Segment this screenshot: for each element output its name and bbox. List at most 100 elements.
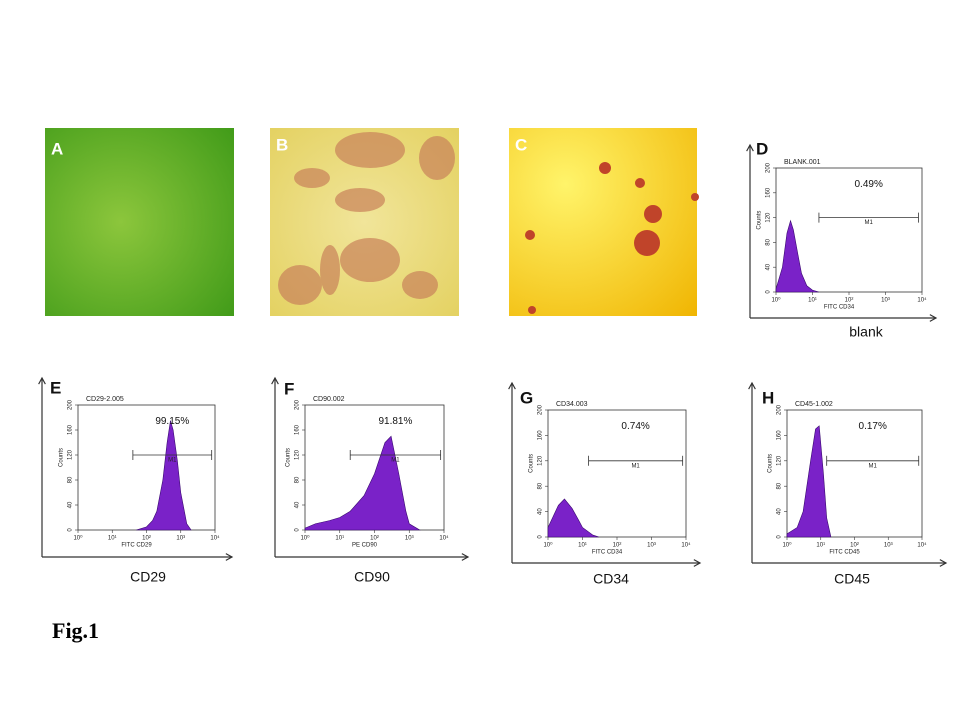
y-tick-label: 200 [777, 404, 783, 415]
panel-letter: A [51, 139, 63, 158]
arrow-head [746, 143, 754, 152]
percent: 99.15% [155, 416, 189, 427]
cells [278, 132, 455, 305]
x-tick-label: 10² [613, 543, 622, 549]
x-tick-label: 10¹ [578, 543, 587, 549]
gate-label: M1 [168, 458, 177, 464]
histogram [547, 498, 600, 538]
panel-letter: D [756, 139, 768, 158]
arrow-head [508, 381, 516, 390]
y-tick-label: 0 [295, 528, 301, 532]
x-tick-label: 10¹ [808, 298, 817, 304]
gate-label: M1 [865, 220, 874, 226]
micrograph [509, 128, 697, 316]
x-tick-label: 10⁰ [771, 297, 781, 304]
x-tick-label: 10³ [884, 543, 893, 549]
y-tick-label: 0 [766, 290, 772, 294]
panel-letter: C [515, 135, 527, 154]
y-tick-label: 0 [68, 528, 74, 532]
histogram [136, 420, 192, 531]
panel-letter: G [520, 388, 533, 407]
x-tick-label: 10⁴ [917, 542, 927, 549]
arrow-head [939, 559, 948, 567]
panel-letter: E [50, 378, 61, 397]
micrograph [45, 128, 234, 316]
cells [525, 162, 699, 314]
x-tick-label: 10¹ [335, 536, 344, 542]
y-axis-label: Counts [768, 454, 774, 473]
x-tick-label: 10⁰ [73, 535, 83, 542]
arrow-head [693, 559, 702, 567]
y-tick-label: 40 [295, 501, 301, 508]
x-tick-label: 10¹ [108, 536, 117, 542]
caption: CD45 [834, 571, 870, 587]
panel-letter: F [284, 379, 294, 398]
x-tick-label: 10⁴ [210, 535, 220, 542]
gate-label: M1 [391, 458, 400, 464]
plot-title: CD34.003 [556, 401, 588, 408]
y-tick-label: 120 [777, 455, 783, 466]
x-tick-label: 10³ [881, 298, 890, 304]
y-tick-label: 0 [777, 535, 783, 539]
x-tick-label: 10³ [405, 536, 414, 542]
x-tick-label: 10⁰ [782, 542, 792, 549]
y-tick-label: 200 [766, 162, 772, 173]
percent: 0.74% [621, 421, 649, 432]
plot-title: CD29-2.005 [86, 396, 124, 403]
y-tick-label: 200 [68, 399, 74, 410]
y-tick-label: 40 [68, 501, 74, 508]
panel-letter: B [276, 135, 288, 154]
y-tick-label: 120 [295, 449, 301, 460]
arrow-head [271, 376, 279, 385]
x-axis-label: FITC CD45 [829, 550, 860, 556]
arrow-head [225, 553, 234, 561]
arrow-head [461, 553, 470, 561]
plot-title: BLANK.001 [784, 159, 821, 166]
caption: CD34 [593, 571, 629, 587]
x-tick-label: 10⁰ [300, 535, 310, 542]
y-tick-label: 120 [68, 449, 74, 460]
gate-label: M1 [631, 463, 640, 469]
y-tick-label: 40 [538, 508, 544, 515]
x-tick-label: 10³ [176, 536, 185, 542]
histogram [304, 435, 421, 531]
y-axis-label: Counts [286, 448, 292, 467]
y-tick-label: 160 [538, 430, 544, 441]
plot-frame [77, 404, 216, 531]
y-tick-label: 160 [766, 187, 772, 198]
y-tick-label: 0 [538, 535, 544, 539]
plot-title: CD90.002 [313, 396, 345, 403]
x-tick-label: 10⁴ [439, 535, 449, 542]
y-tick-label: 40 [777, 508, 783, 515]
caption: CD90 [354, 569, 390, 585]
y-tick-label: 200 [538, 404, 544, 415]
y-tick-label: 160 [295, 424, 301, 435]
x-tick-label: 10³ [647, 543, 656, 549]
x-tick-label: 10⁴ [681, 542, 691, 549]
y-tick-label: 80 [295, 476, 301, 483]
y-tick-label: 40 [766, 263, 772, 270]
y-axis-label: Counts [59, 448, 65, 467]
arrow-head [38, 376, 46, 385]
y-tick-label: 120 [538, 455, 544, 466]
y-tick-label: 160 [777, 430, 783, 441]
y-tick-label: 80 [766, 238, 772, 245]
x-tick-label: 10¹ [816, 543, 825, 549]
x-axis-label: PE CD90 [352, 543, 378, 549]
x-axis-label: FITC CD34 [824, 305, 855, 311]
percent: 0.17% [859, 421, 887, 432]
y-tick-label: 120 [766, 212, 772, 223]
x-tick-label: 10² [850, 543, 859, 549]
arrow-head [748, 381, 756, 390]
histogram [786, 425, 832, 538]
gate-label: M1 [869, 463, 878, 469]
x-axis-label: FITC CD34 [592, 550, 623, 556]
x-axis-label: FITC CD29 [121, 543, 152, 549]
x-tick-label: 10² [142, 536, 151, 542]
y-axis-label: Counts [529, 454, 535, 473]
x-tick-label: 10² [845, 298, 854, 304]
caption: CD29 [130, 569, 166, 585]
plot-title: CD45-1.002 [795, 401, 833, 408]
y-tick-label: 200 [295, 399, 301, 410]
